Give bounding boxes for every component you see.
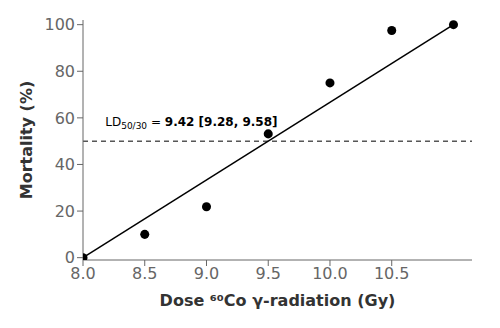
- svg-text:40: 40: [55, 155, 75, 174]
- svg-text:Mortality (%): Mortality (%): [17, 81, 36, 200]
- svg-text:10.5: 10.5: [374, 264, 410, 283]
- svg-text:8.5: 8.5: [132, 264, 157, 283]
- svg-text:Dose ⁶⁰Co γ-radiation (Gy): Dose ⁶⁰Co γ-radiation (Gy): [160, 291, 396, 310]
- svg-text:10.0: 10.0: [312, 264, 348, 283]
- svg-text:9.0: 9.0: [194, 264, 219, 283]
- svg-text:20: 20: [55, 202, 75, 221]
- svg-text:0: 0: [65, 248, 75, 267]
- svg-text:60: 60: [55, 109, 75, 128]
- svg-text:80: 80: [55, 62, 75, 81]
- svg-text:LD50/30 = 9.42 [9.28, 9.58]: LD50/30 = 9.42 [9.28, 9.58]: [105, 115, 277, 131]
- svg-text:8.0: 8.0: [70, 264, 96, 284]
- svg-text:9.5: 9.5: [256, 264, 281, 283]
- svg-text:100: 100: [44, 15, 75, 34]
